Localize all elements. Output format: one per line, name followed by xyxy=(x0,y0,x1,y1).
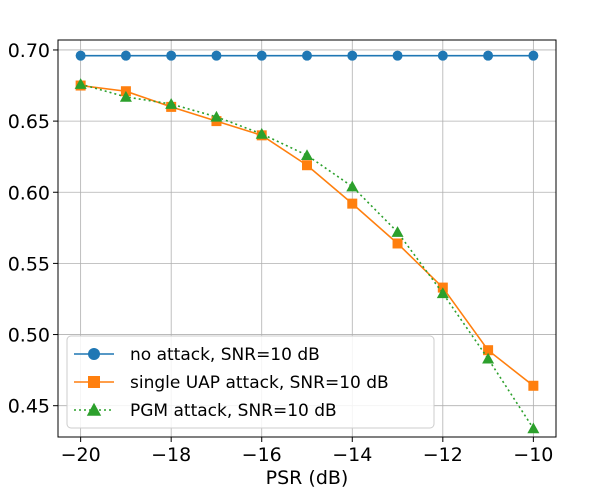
data-point xyxy=(482,352,495,364)
legend-label: single UAP attack, SNR=10 dB xyxy=(130,373,389,393)
x-axis-label: PSR (dB) xyxy=(266,467,349,489)
y-tick-label: 0.50 xyxy=(8,325,50,347)
legend-label: no attack, SNR=10 dB xyxy=(130,345,320,365)
plot-frame xyxy=(57,39,557,438)
x-tick-label: −10 xyxy=(513,444,553,466)
data-point xyxy=(347,198,358,209)
series-line xyxy=(80,83,535,429)
x-tick-label: −20 xyxy=(61,444,101,466)
data-point xyxy=(301,149,313,161)
legend-label: PGM attack, SNR=10 dB xyxy=(130,401,337,421)
data-point xyxy=(119,90,132,102)
y-tick-label: 0.55 xyxy=(8,253,50,275)
y-tick-label: 0.60 xyxy=(8,182,50,204)
data-point xyxy=(75,50,86,61)
data-point xyxy=(302,160,312,171)
data-point xyxy=(436,287,449,299)
legend: no attack, SNR=10 dB single UAP attack, S… xyxy=(66,335,435,429)
y-tick-label: 0.45 xyxy=(8,396,50,418)
series-3 xyxy=(74,78,540,434)
data-point xyxy=(74,78,87,89)
y-tick-label: 0.70 xyxy=(8,40,50,62)
data-point xyxy=(437,50,448,61)
data-point xyxy=(210,110,223,122)
data-point xyxy=(346,180,359,192)
x-tick-label: −16 xyxy=(242,444,282,466)
data-point xyxy=(88,376,100,388)
data-point xyxy=(392,50,403,61)
data-point xyxy=(483,50,494,61)
data-point xyxy=(165,98,178,109)
legend-entry: PGM attack, SNR=10 dB xyxy=(74,401,337,421)
x-tick-label: −18 xyxy=(151,444,191,466)
x-tick-label: −12 xyxy=(423,444,463,466)
data-point xyxy=(392,238,403,249)
data-point xyxy=(528,380,539,391)
data-point xyxy=(166,50,177,61)
legend-entries: no attack, SNR=10 dB single UAP attack, S… xyxy=(74,345,389,421)
data-point xyxy=(527,422,540,434)
data-point xyxy=(347,50,358,61)
axis-ticks: −20 −18 −16 −14 −12 −10 0.45 0.50 0.55 0.60 0.65 0.… xyxy=(8,40,554,466)
data-point xyxy=(120,50,131,61)
data-point xyxy=(86,402,102,416)
legend-entry: single UAP attack, SNR=10 dB xyxy=(74,373,389,393)
legend-entry: no attack, SNR=10 dB xyxy=(74,345,320,365)
series-layer xyxy=(74,50,540,434)
y-tick-label: 0.65 xyxy=(8,111,50,133)
x-tick-label: −14 xyxy=(332,444,372,466)
legend-box xyxy=(66,335,435,429)
series-1 xyxy=(75,50,539,61)
data-point xyxy=(391,226,404,237)
data-point xyxy=(255,127,268,139)
data-point xyxy=(256,50,267,61)
data-point xyxy=(302,50,312,61)
data-point xyxy=(483,345,494,356)
data-point xyxy=(528,50,539,61)
data-point xyxy=(88,348,100,360)
data-point xyxy=(211,50,222,61)
